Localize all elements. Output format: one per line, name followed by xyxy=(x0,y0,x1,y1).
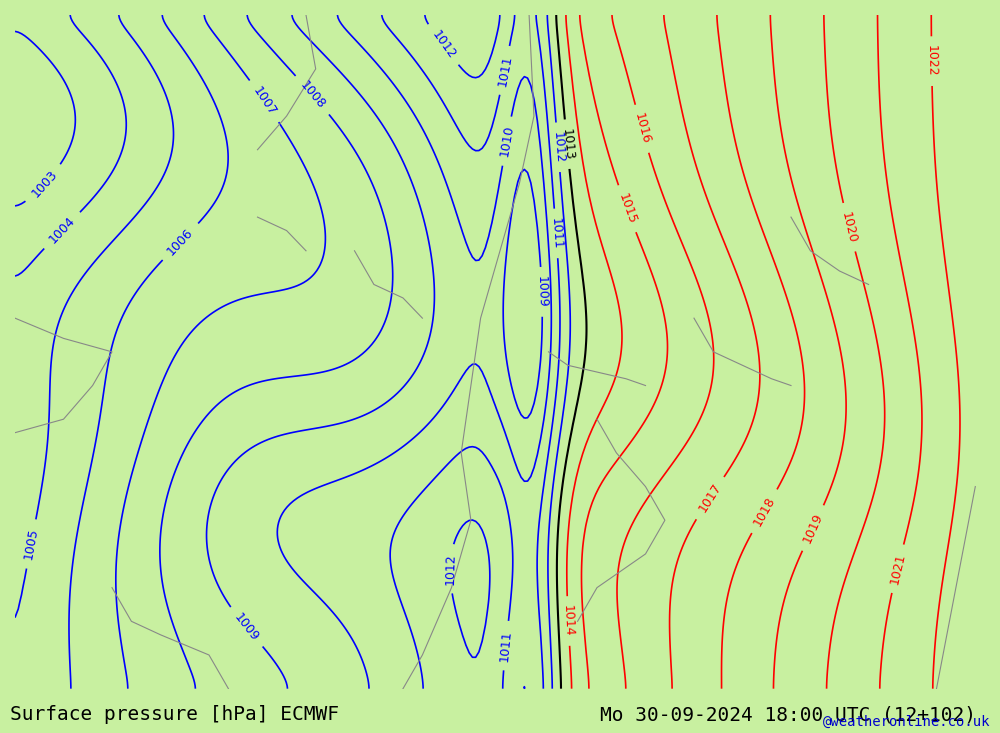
Text: 1006: 1006 xyxy=(165,226,196,258)
Text: 1004: 1004 xyxy=(46,214,78,246)
Text: 1016: 1016 xyxy=(631,112,652,146)
Text: 1020: 1020 xyxy=(839,210,859,244)
Text: 1017: 1017 xyxy=(696,481,724,515)
Text: 1012: 1012 xyxy=(443,553,457,585)
Text: 1008: 1008 xyxy=(297,78,328,111)
Text: 1011: 1011 xyxy=(498,629,514,662)
Text: 1012: 1012 xyxy=(429,28,458,62)
Text: 1009: 1009 xyxy=(231,611,261,644)
Text: 1012: 1012 xyxy=(550,131,566,163)
Text: Mo 30-09-2024 18:00 UTC (12+102): Mo 30-09-2024 18:00 UTC (12+102) xyxy=(600,705,976,724)
Text: @weatheronline.co.uk: @weatheronline.co.uk xyxy=(822,715,990,729)
Text: 1009: 1009 xyxy=(535,276,549,308)
Text: Surface pressure [hPa] ECMWF: Surface pressure [hPa] ECMWF xyxy=(10,705,339,724)
Text: 1011: 1011 xyxy=(495,54,514,87)
Text: 1014: 1014 xyxy=(561,605,576,637)
Text: 1005: 1005 xyxy=(22,527,40,561)
Text: 1021: 1021 xyxy=(888,552,908,586)
Text: 1011: 1011 xyxy=(549,217,564,250)
Text: 1010: 1010 xyxy=(498,125,516,158)
Text: 1018: 1018 xyxy=(751,494,778,528)
Text: 1019: 1019 xyxy=(801,511,825,545)
Text: 1015: 1015 xyxy=(616,191,638,226)
Text: 1022: 1022 xyxy=(925,45,938,77)
Text: 1003: 1003 xyxy=(29,168,60,200)
Text: 1007: 1007 xyxy=(250,84,279,118)
Text: 1013: 1013 xyxy=(559,128,575,161)
